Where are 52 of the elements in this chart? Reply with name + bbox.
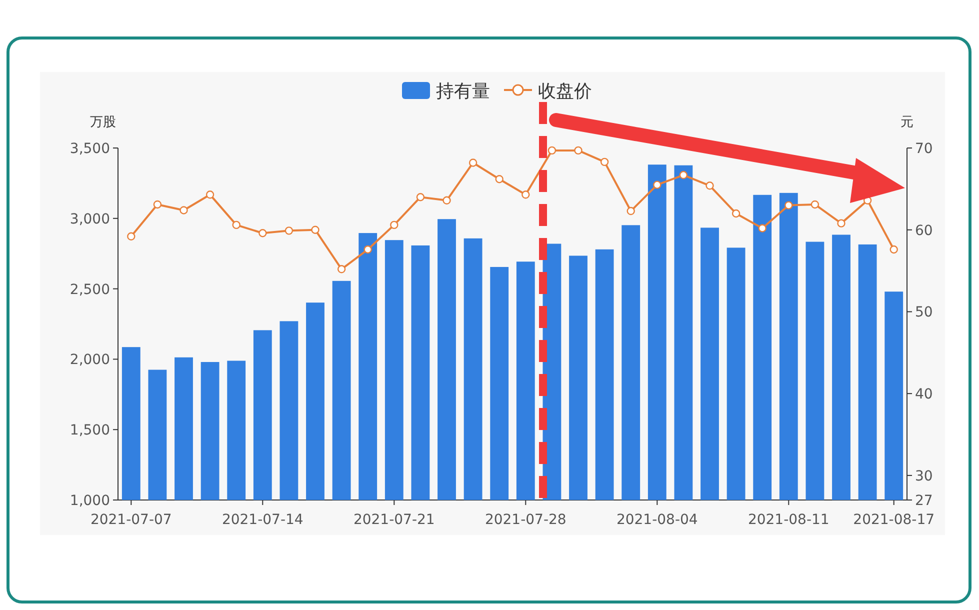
- y2-tick-label: 50: [915, 304, 933, 321]
- point: [495, 175, 504, 184]
- point: [337, 265, 346, 274]
- x-tick-label: 2021-08-11: [748, 512, 830, 528]
- point: [390, 220, 398, 230]
- point: [127, 232, 136, 241]
- point: [232, 220, 240, 230]
- x-tick-label: 2021-07-21: [353, 512, 435, 528]
- point: [600, 158, 609, 166]
- point: [890, 245, 898, 254]
- point: [153, 200, 162, 209]
- y2-tick-label: 30: [915, 468, 933, 484]
- y2-tick-label: 27: [915, 493, 933, 509]
- point: [468, 158, 478, 167]
- point: [574, 146, 582, 155]
- y2-tick-label: 40: [915, 386, 933, 403]
- y-tick-label: 2,000: [70, 352, 110, 368]
- point: [364, 245, 372, 254]
- point: [206, 190, 214, 199]
- x-tick-label: 2021-08-17: [853, 512, 935, 528]
- point: [416, 193, 425, 202]
- point: [679, 170, 688, 180]
- point: [548, 146, 556, 155]
- point: [706, 182, 714, 190]
- y-tick-label: 3,000: [70, 211, 110, 228]
- y-tick-label: 1,000: [70, 493, 110, 509]
- point: [732, 209, 740, 218]
- point: [311, 226, 320, 234]
- point: [758, 224, 766, 232]
- y2-tick-label: 70: [915, 141, 933, 157]
- point: [810, 200, 820, 209]
- point: [258, 229, 267, 238]
- y2-tick-label: 60: [915, 222, 933, 239]
- x-tick-label: 2021-07-28: [484, 512, 566, 528]
- point: [626, 206, 635, 216]
- x-tick-label: 2021-08-04: [616, 512, 698, 528]
- x-tick-label: 2021-07-07: [90, 512, 172, 528]
- point: [837, 219, 846, 228]
- point: [284, 226, 294, 235]
- legend-label: 收盘价: [538, 81, 592, 102]
- y-tick-label: 1,500: [70, 422, 110, 439]
- point: [442, 196, 451, 204]
- y-tick-label: 3,500: [70, 141, 110, 157]
- y-tick-label: 2,500: [70, 282, 110, 298]
- point: [522, 190, 530, 199]
- x-tick-label: 2021-07-14: [222, 512, 304, 528]
- y2-axis-title: 元: [900, 115, 914, 130]
- legend-label: 持有量: [436, 81, 490, 102]
- y-axis-title: 万股: [90, 115, 116, 130]
- point: [653, 180, 662, 189]
- point: [180, 206, 188, 214]
- point: [784, 201, 793, 210]
